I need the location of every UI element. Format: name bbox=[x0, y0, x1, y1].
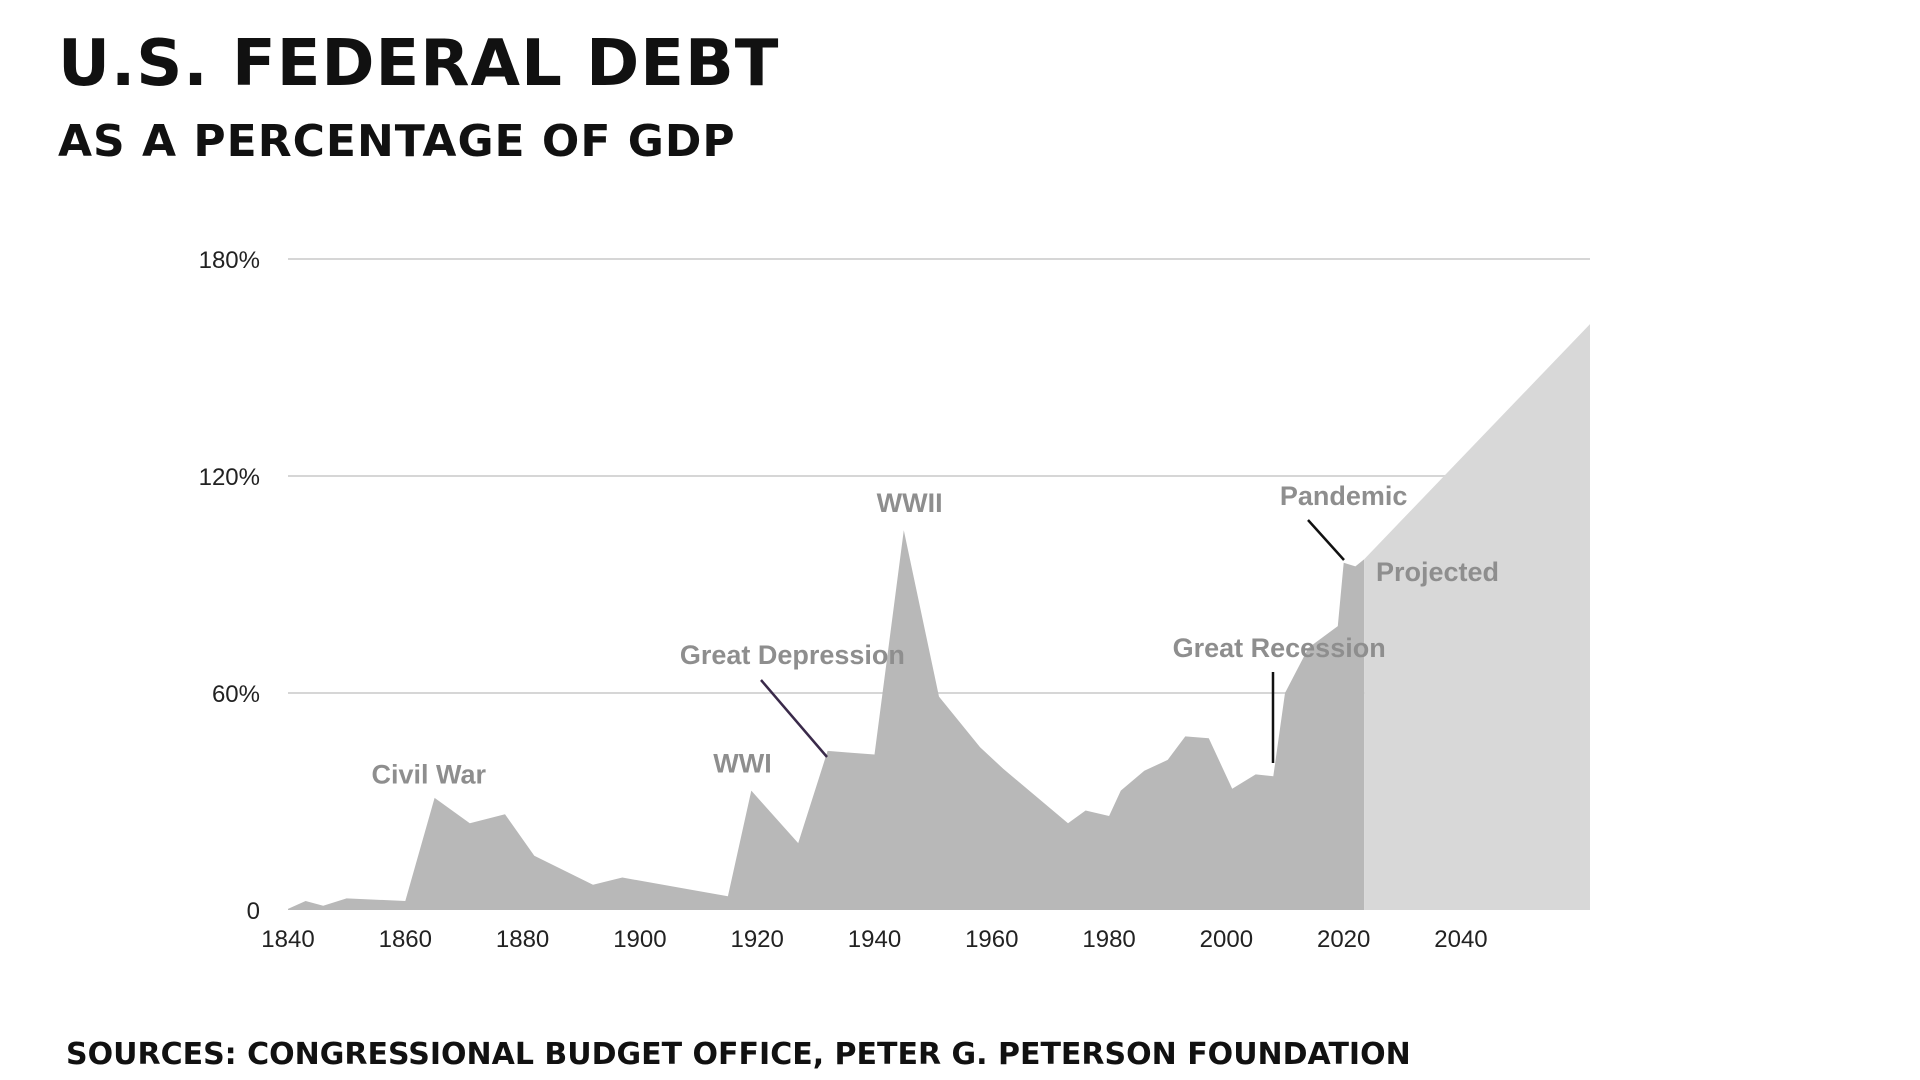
sources-note: SOURCES: CONGRESSIONAL BUDGET OFFICE, PE… bbox=[66, 1037, 1411, 1072]
data-areas bbox=[288, 324, 1590, 911]
x-tick-label-1920: 1920 bbox=[730, 926, 783, 953]
y-tick-label-180: 180% bbox=[199, 247, 260, 274]
annotation-civil-war: Civil War bbox=[371, 759, 486, 789]
x-tick-label-1940: 1940 bbox=[848, 926, 901, 953]
x-axis-ticks: 1840 1860 1880 1900 1920 1940 1960 1980 2000 2020… bbox=[261, 926, 1487, 953]
x-tick-label-2000: 2000 bbox=[1200, 926, 1253, 953]
x-tick-label-1960: 1960 bbox=[965, 926, 1018, 953]
annotation-great-depression: Great Depression bbox=[680, 640, 905, 670]
chart-subtitle: AS A PERCENTAGE OF GDP bbox=[58, 116, 736, 167]
series-area-projected bbox=[1364, 324, 1590, 911]
x-tick-label-1980: 1980 bbox=[1082, 926, 1135, 953]
annotation-projected: Projected bbox=[1376, 557, 1499, 587]
y-tick-label-60: 60% bbox=[212, 681, 260, 708]
x-tick-label-2020: 2020 bbox=[1317, 926, 1370, 953]
annotations: Civil War WWI Great Depression WWII Great Re… bbox=[371, 481, 1499, 789]
great-depression-leader-line bbox=[760, 679, 828, 758]
series-area-historical bbox=[288, 530, 1365, 910]
x-tick-label-1880: 1880 bbox=[496, 926, 549, 953]
x-tick-label-1900: 1900 bbox=[613, 926, 666, 953]
annotation-wwi: WWI bbox=[713, 749, 771, 779]
x-tick-label-1860: 1860 bbox=[379, 926, 432, 953]
chart-title: U.S. FEDERAL DEBT bbox=[58, 27, 780, 101]
pandemic-leader-line bbox=[1307, 519, 1345, 561]
y-tick-label-120: 120% bbox=[199, 464, 260, 491]
annotation-wwii: WWII bbox=[877, 488, 943, 518]
annotation-great-recession: Great Recession bbox=[1173, 633, 1386, 663]
annotation-leader-lines bbox=[760, 519, 1345, 763]
y-tick-label-0: 0 bbox=[247, 898, 260, 925]
y-axis-ticks: 0 60% 120% 180% bbox=[199, 247, 260, 925]
x-tick-label-1840: 1840 bbox=[261, 926, 314, 953]
x-tick-label-2040: 2040 bbox=[1434, 926, 1487, 953]
annotation-pandemic: Pandemic bbox=[1280, 481, 1408, 511]
